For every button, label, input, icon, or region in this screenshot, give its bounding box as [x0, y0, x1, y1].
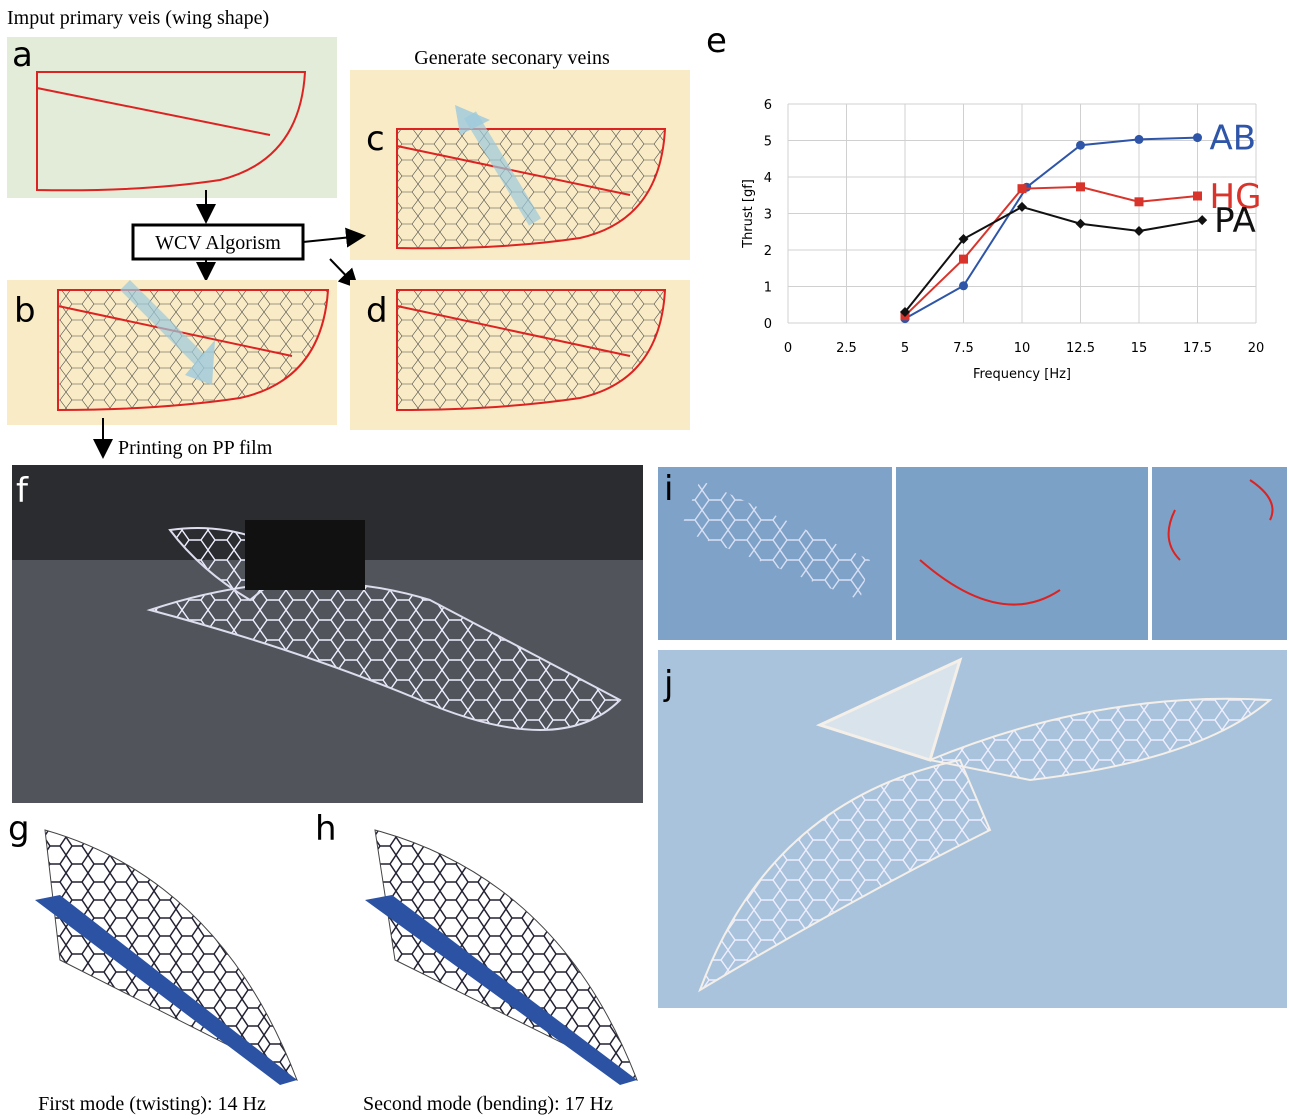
thrust-chart: 0 1 2 3 4 5 6 0 2.5 5 7.5 10 12.5 15 17.5 20 Frequency [… — [741, 98, 1264, 382]
data-point — [1134, 226, 1144, 236]
data-point — [1193, 133, 1202, 142]
algorithm-label: WCV Algorism — [155, 232, 281, 254]
x-tick-label: 12.5 — [1066, 341, 1095, 356]
panel-letter: d — [366, 291, 388, 331]
panel-letter: i — [664, 469, 673, 509]
x-tick-label: 5 — [901, 341, 909, 356]
caption: Generate seconary veins — [414, 47, 610, 69]
caption: Imput primary veis (wing shape) — [7, 7, 269, 29]
data-point — [1076, 141, 1085, 150]
series-line — [905, 207, 1202, 312]
caption: First mode (twisting): 14 Hz — [38, 1093, 266, 1115]
series-label: AB — [1210, 119, 1257, 159]
data-point — [1135, 197, 1144, 206]
x-tick-label: 10 — [1014, 341, 1031, 356]
y-tick-label: 2 — [764, 244, 772, 259]
x-tick-label: 20 — [1248, 341, 1265, 356]
y-tick-label: 3 — [764, 208, 772, 223]
x-axis-label: Frequency [Hz] — [973, 367, 1071, 382]
y-axis-label: Thrust [gf] — [741, 179, 756, 249]
y-tick-label: 1 — [764, 281, 772, 296]
x-tick-label: 0 — [784, 341, 792, 356]
panel-letter: h — [315, 809, 337, 849]
data-point — [1017, 202, 1027, 212]
caption: Printing on PP film — [118, 437, 273, 459]
data-point — [959, 281, 968, 290]
y-tick-label: 5 — [764, 135, 772, 150]
data-point — [1135, 135, 1144, 144]
y-tick-label: 4 — [764, 171, 772, 186]
panel-letter: g — [8, 809, 30, 849]
x-tick-label: 7.5 — [953, 341, 974, 356]
series-label: PA — [1214, 201, 1256, 241]
panel-letter: j — [663, 664, 673, 704]
panel-letter: b — [14, 291, 36, 331]
panel-letter: a — [12, 35, 33, 75]
series-line — [905, 187, 1198, 316]
x-tick-label: 17.5 — [1183, 341, 1212, 356]
panel-letter: e — [706, 21, 727, 61]
data-point — [959, 255, 968, 264]
caption: Second mode (bending): 17 Hz — [363, 1093, 613, 1115]
photo — [1152, 467, 1287, 640]
mode-wing — [45, 830, 297, 1080]
photo — [896, 467, 1148, 640]
figure: Imput primary veis (wing shape) a Genera… — [0, 0, 1290, 1119]
data-point — [1018, 184, 1027, 193]
mode-wing — [375, 830, 637, 1080]
panel-letter: c — [366, 119, 385, 159]
data-point — [1076, 219, 1086, 229]
data-point — [1197, 215, 1207, 225]
data-point — [1076, 182, 1085, 191]
x-tick-label: 2.5 — [836, 341, 857, 356]
y-tick-label: 0 — [764, 317, 772, 332]
x-tick-label: 15 — [1131, 341, 1148, 356]
print-head — [245, 520, 365, 590]
panel-letter: f — [16, 471, 29, 511]
y-tick-label: 6 — [764, 98, 772, 113]
panel-bg — [7, 37, 337, 198]
data-point — [1193, 191, 1202, 200]
